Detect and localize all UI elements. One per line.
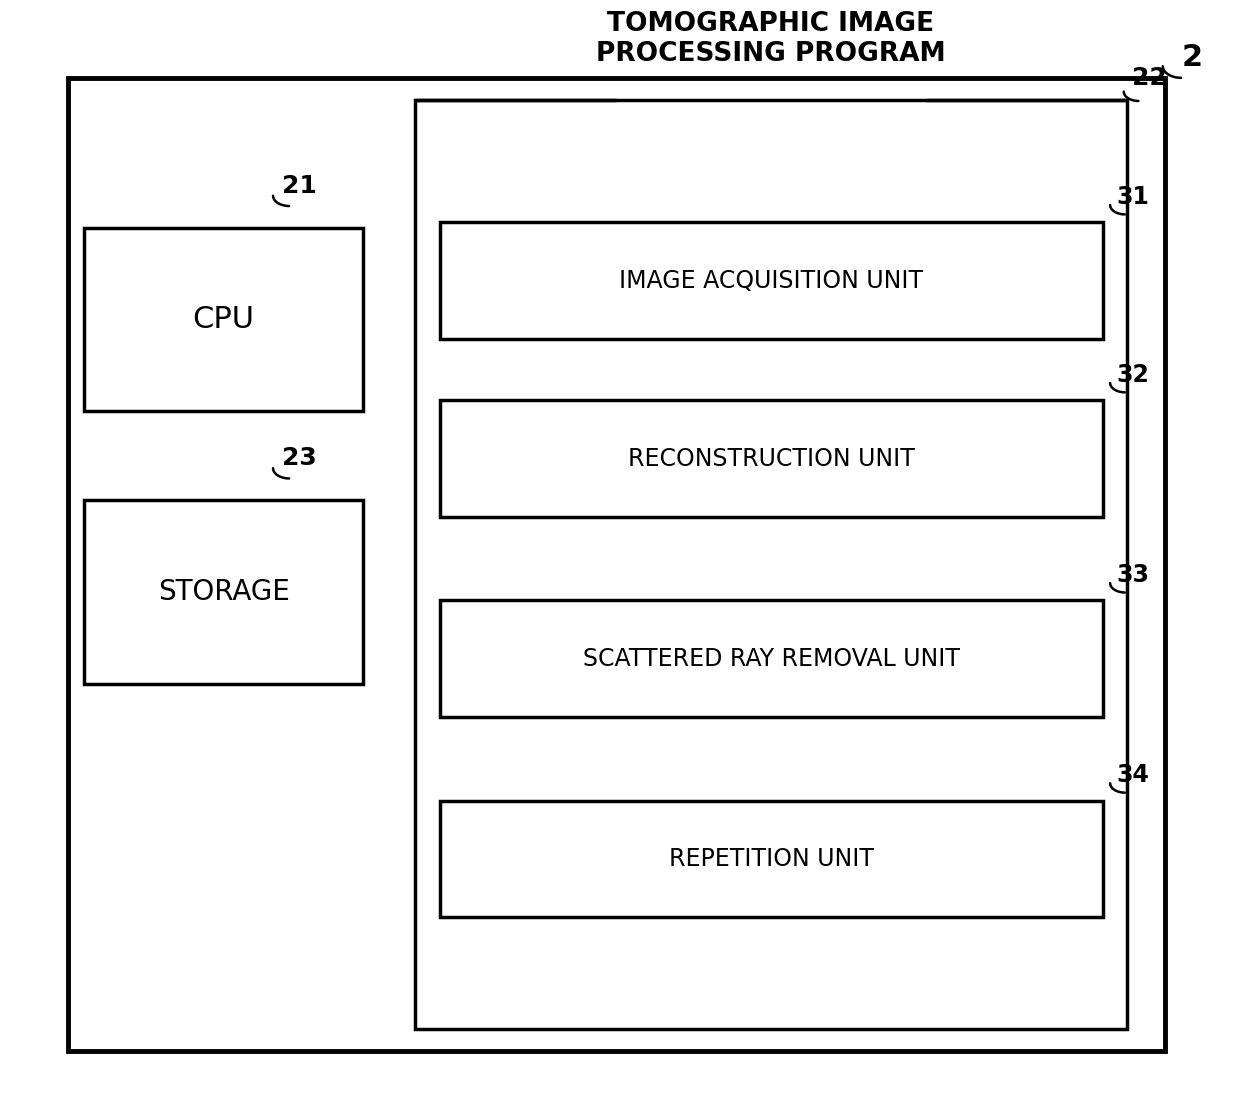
Bar: [440, 222, 1103, 339]
Bar: [84, 500, 363, 684]
Text: 21: 21: [282, 173, 317, 198]
Bar: [440, 400, 1103, 517]
Bar: [415, 100, 1127, 1029]
Text: STORAGE: STORAGE: [157, 578, 290, 606]
Text: IMAGE ACQUISITION UNIT: IMAGE ACQUISITION UNIT: [620, 269, 923, 292]
Bar: [84, 228, 363, 411]
Text: 32: 32: [1116, 363, 1149, 387]
Bar: [440, 600, 1103, 717]
Text: 23: 23: [282, 446, 317, 470]
Text: 2: 2: [1181, 43, 1203, 72]
Text: 31: 31: [1116, 185, 1149, 209]
Text: 22: 22: [1132, 66, 1167, 90]
Bar: [440, 801, 1103, 917]
Text: RECONSTRUCTION UNIT: RECONSTRUCTION UNIT: [628, 447, 914, 470]
Text: CPU: CPU: [192, 305, 255, 335]
Bar: [68, 78, 1165, 1051]
Text: SCATTERED RAY REMOVAL UNIT: SCATTERED RAY REMOVAL UNIT: [582, 647, 960, 671]
Text: 33: 33: [1116, 563, 1149, 587]
Text: 34: 34: [1116, 763, 1149, 787]
Text: REPETITION UNIT: REPETITION UNIT: [669, 847, 873, 871]
Text: TOMOGRAPHIC IMAGE
PROCESSING PROGRAM: TOMOGRAPHIC IMAGE PROCESSING PROGRAM: [596, 11, 945, 67]
